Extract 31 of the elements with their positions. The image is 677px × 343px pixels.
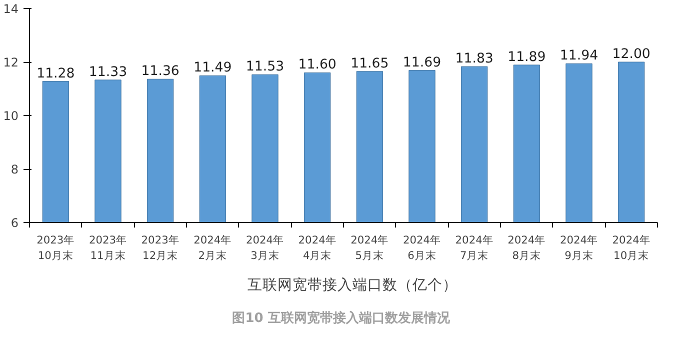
text: 11.36 (141, 64, 180, 80)
text: 11.33 (88, 64, 128, 80)
x-tick-label: 2024年 2月末 (194, 234, 232, 262)
text: 11.28 (36, 66, 75, 82)
text: 11.49 (194, 60, 232, 76)
x-tick-label: 2024年 4月末 (298, 234, 336, 262)
text: 11.94 (560, 48, 598, 64)
x-tick-label: 2024年 10月末 (612, 234, 650, 262)
x-tick-label: 2023年 12月末 (141, 234, 180, 262)
y-tick-label: 10 (3, 109, 19, 123)
text: 11.60 (298, 58, 336, 73)
text: 11.89 (508, 50, 546, 65)
y-tick-label: 8 (10, 162, 19, 176)
text: 11.53 (246, 60, 284, 75)
y-tick-label: 12 (3, 56, 19, 70)
text: 互联网宽带接入端口数（亿个） (248, 276, 458, 294)
x-tick-label: 2024年 9月末 (560, 234, 598, 262)
x-tick-label: 2023年 11月末 (88, 234, 128, 262)
y-tick-label: 6 (10, 216, 19, 230)
x-tick-label: 2023年 10月末 (36, 234, 75, 262)
text: 11.83 (455, 52, 494, 67)
y-tick-label: 14 (3, 2, 19, 16)
caption: 图10 互联网宽带接入端口数发展情况 (232, 310, 450, 328)
x-tick-label: 2024年 8月末 (508, 234, 546, 262)
x-tick-label: 2024年 7月末 (455, 234, 494, 262)
text: 11.69 (402, 55, 442, 70)
x-tick-label: 2024年 5月末 (350, 234, 389, 262)
text: 12.00 (612, 47, 650, 62)
x-tick-label: 2024年 3月末 (246, 234, 284, 262)
x-tick-label: 2024年 6月末 (402, 234, 442, 262)
text: 11.65 (350, 56, 389, 72)
